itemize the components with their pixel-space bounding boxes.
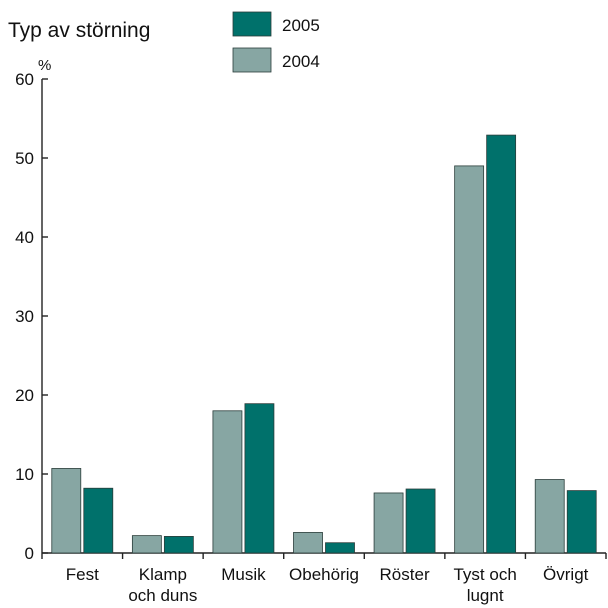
bar-2005-tyst-och-lugnt [486, 134, 517, 554]
y-axis-unit-label: % [38, 57, 51, 74]
bar-2004-övrigt [534, 479, 565, 554]
legend: 2005 2004 [232, 11, 320, 73]
legend-swatch-2004 [232, 47, 272, 73]
bar-2005-övrigt [566, 490, 597, 554]
bar-2005-musik [244, 403, 275, 554]
x-axis: Fest Klamp och duns Musik Obehörig Röster Tyst… [41, 552, 607, 605]
legend-label-2005: 2005 [282, 16, 320, 35]
bar-2004-musik [212, 410, 243, 554]
y-tick-label: 10 [15, 465, 34, 484]
x-category-label: Fest [66, 565, 99, 584]
x-category-label: Övrigt [543, 565, 589, 584]
legend-swatch-2005 [232, 11, 272, 37]
chart-title: Typ av störning [8, 19, 150, 42]
bars [51, 134, 597, 554]
bar-2005-röster [405, 488, 436, 554]
y-tick-label: 50 [15, 149, 34, 168]
bar-2004-fest [51, 468, 82, 554]
y-axis: 0 10 20 30 40 50 60 [15, 70, 48, 563]
bar-2004-klamp-och-duns [131, 535, 162, 554]
y-tick-label: 60 [15, 70, 34, 89]
bar-2005-obehörig [325, 542, 355, 554]
y-tick-label: 40 [15, 228, 34, 247]
bar-2004-tyst-och-lugnt [454, 165, 485, 554]
bar-2004-obehörig [293, 532, 323, 554]
bar-2004-röster [373, 492, 404, 554]
bar-2005-fest [83, 487, 114, 554]
legend-label-2004: 2004 [282, 52, 320, 71]
y-tick-label: 0 [25, 544, 34, 563]
x-category-label: Musik [221, 565, 266, 584]
x-category-label: Obehörig [289, 565, 359, 584]
y-tick-label: 30 [15, 307, 34, 326]
x-category-label: Klamp och duns [128, 565, 197, 605]
x-category-label: Röster [380, 565, 430, 584]
y-tick-label: 20 [15, 386, 34, 405]
bar-2005-klamp-och-duns [163, 536, 194, 554]
x-category-label: Tyst och lugnt [453, 565, 516, 605]
